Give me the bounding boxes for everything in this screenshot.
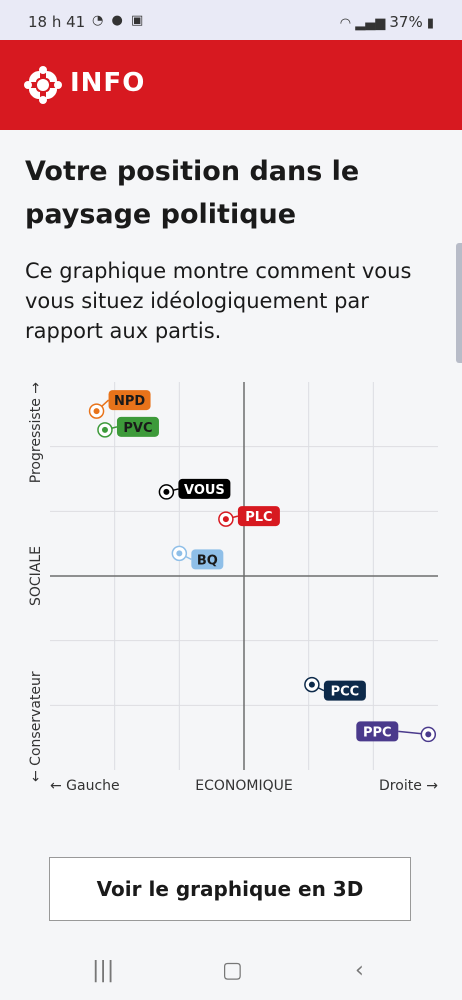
point-label-bg-npd bbox=[108, 390, 151, 411]
point-marker-plc[interactable] bbox=[222, 516, 229, 523]
page-title: Votre position dans le paysage politique bbox=[25, 156, 360, 230]
point-label-ppc: PPC bbox=[363, 725, 392, 740]
point-label-vous: VOUS bbox=[184, 483, 225, 498]
point-label-plc: PLC bbox=[245, 510, 272, 525]
app-header: INFO bbox=[0, 40, 462, 130]
android-nav-bar: ||| ▢ ‹ bbox=[0, 940, 462, 1000]
point-label-bg-vous bbox=[178, 478, 231, 499]
point-label-bg-bq bbox=[191, 549, 224, 570]
battery-icon: ▮ bbox=[426, 16, 434, 31]
status-bar: 18 h 41 ◔ ● ▣ ◠ ▂▄▆ 37% ▮ bbox=[0, 0, 462, 40]
notification-icons: ◔ ● ▣ bbox=[92, 13, 146, 28]
y-axis-bottom-label: ← Conservateur bbox=[28, 671, 44, 782]
y-axis-label: SOCIALE bbox=[28, 546, 44, 606]
signal-icon: ▂▄▆ bbox=[355, 16, 386, 31]
point-marker-pcc[interactable] bbox=[308, 681, 315, 688]
brand-label[interactable]: INFO bbox=[70, 68, 146, 98]
view-3d-button[interactable]: Voir le graphique en 3D bbox=[49, 857, 411, 921]
point-marker-vous[interactable] bbox=[163, 488, 170, 495]
point-label-bg-ppc bbox=[356, 721, 399, 742]
back-icon[interactable]: ‹ bbox=[355, 958, 364, 983]
point-label-pcc: PCC bbox=[331, 685, 360, 700]
radio-canada-logo-icon bbox=[24, 66, 62, 104]
battery-percent: 37% bbox=[389, 13, 423, 31]
y-axis-top-label: Progressiste → bbox=[28, 382, 44, 483]
point-label-bq: BQ bbox=[197, 553, 218, 568]
point-label-bg-plc bbox=[237, 506, 280, 527]
x-axis-label: ECONOMIQUE bbox=[195, 778, 292, 794]
point-label-bg-pvc bbox=[116, 416, 159, 437]
point-label-bg-pcc bbox=[323, 680, 366, 701]
political-compass-chart: ECONOMIQUE ← Gauche Droite → SOCIALE Progres… bbox=[28, 382, 438, 794]
home-icon[interactable]: ▢ bbox=[222, 958, 243, 983]
point-marker-npd[interactable] bbox=[93, 408, 100, 415]
point-marker-bq[interactable] bbox=[176, 550, 183, 557]
wifi-icon: ◠ bbox=[339, 16, 352, 31]
point-label-npd: NPD bbox=[114, 394, 145, 409]
x-axis-right-label: Droite → bbox=[379, 778, 438, 794]
status-time: 18 h 41 bbox=[28, 13, 86, 31]
page-description: Ce graphique montre comment vous vous si… bbox=[25, 259, 412, 343]
scroll-indicator bbox=[456, 243, 462, 363]
point-marker-pvc[interactable] bbox=[101, 426, 108, 433]
point-marker-ppc[interactable] bbox=[425, 731, 432, 738]
point-label-pvc: PVC bbox=[123, 421, 152, 436]
status-right: ◠ ▂▄▆ 37% ▮ bbox=[340, 13, 434, 31]
recent-apps-icon[interactable]: ||| bbox=[92, 958, 115, 983]
x-axis-left-label: ← Gauche bbox=[50, 778, 120, 794]
